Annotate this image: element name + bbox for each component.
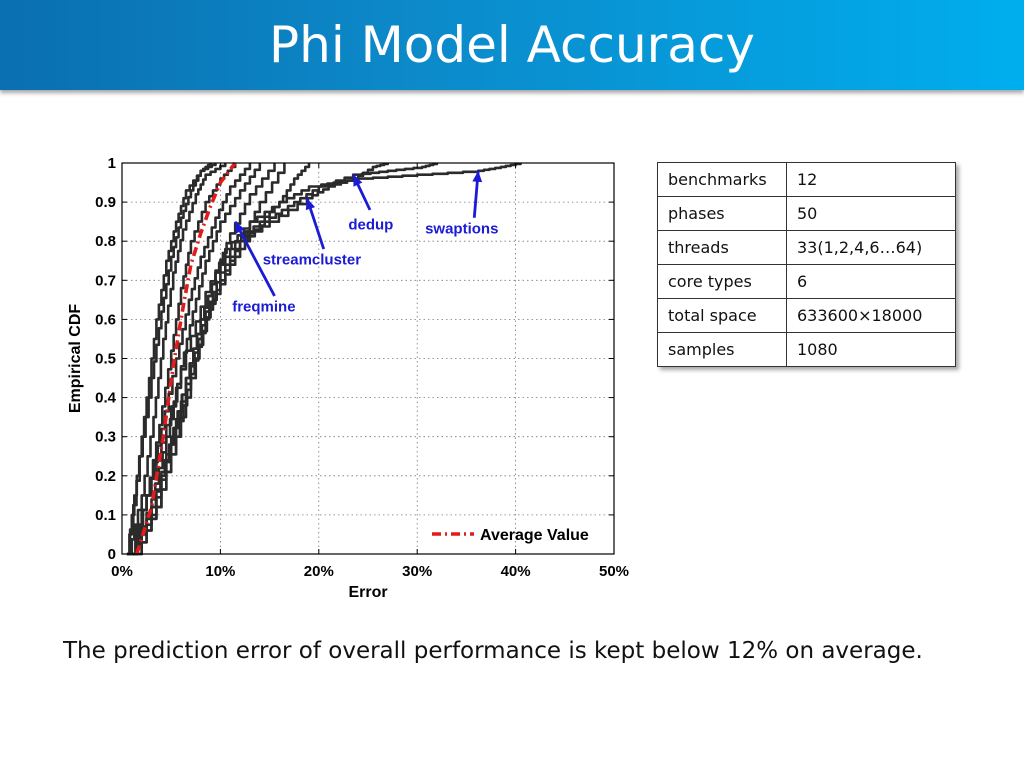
slide-title: Phi Model Accuracy <box>269 16 755 74</box>
y-tick-label: 1 <box>108 155 116 172</box>
table-row: phases 50 <box>657 196 956 231</box>
table-row: benchmarks 12 <box>657 162 956 197</box>
table-row: samples 1080 <box>657 332 956 367</box>
title-bar: Phi Model Accuracy <box>0 0 1024 90</box>
series-line <box>126 163 212 556</box>
cdf-chart: 0% 10% 20% 30% 40% 50% 0 0.1 0.2 0.3 0.4 0.5 0.6 0.7 0… <box>67 155 629 601</box>
x-tick-label: 10% <box>205 563 235 580</box>
table-cell-value: 633600×18000 <box>786 298 956 333</box>
annotation-arrowhead <box>305 198 316 211</box>
y-tick-label: 0.6 <box>95 311 116 328</box>
series-line <box>131 162 522 556</box>
axis-labels: Error Empirical CDF <box>67 304 388 601</box>
y-tick-label: 0.9 <box>95 194 116 211</box>
y-tick-label: 0.2 <box>95 468 116 485</box>
table-row: core types 6 <box>657 264 956 299</box>
table-cell-key: threads <box>657 230 787 265</box>
chart-ticks: 0% 10% 20% 30% 40% 50% 0 0.1 0.2 0.3 0.4 0.5 0.6 0.7 0… <box>95 155 629 580</box>
annotation-label: swaptions <box>425 220 498 237</box>
table-cell-value: 6 <box>786 264 956 299</box>
table-cell-key: total space <box>657 298 787 333</box>
annotation-arrowhead <box>353 174 363 187</box>
annotation-label: streamcluster <box>263 252 362 269</box>
y-tick-label: 0.8 <box>95 233 116 250</box>
x-tick-label: 50% <box>599 563 629 580</box>
average-value-line <box>135 161 237 555</box>
annotation-label: dedup <box>348 216 393 233</box>
info-table: benchmarks 12 phases 50 threads 33(1,2,4,6…… <box>657 162 956 367</box>
x-tick-label: 0% <box>111 563 133 580</box>
series-line <box>126 163 227 556</box>
x-tick-label: 30% <box>402 563 432 580</box>
table-cell-value: 1080 <box>786 332 956 367</box>
y-tick-label: 0.1 <box>95 507 116 524</box>
series-line <box>131 163 262 556</box>
table-row: threads 33(1,2,4,6…64) <box>657 230 956 265</box>
annotation-arrowhead <box>472 170 483 183</box>
y-tick-label: 0.4 <box>95 390 117 407</box>
table-cell-key: phases <box>657 196 787 231</box>
y-tick-label: 0.3 <box>95 429 116 446</box>
x-tick-label: 40% <box>501 563 531 580</box>
table-cell-key: core types <box>657 264 787 299</box>
annotation-arrowhead <box>235 221 245 234</box>
table-cell-key: samples <box>657 332 787 367</box>
annotation-arrow <box>233 220 276 297</box>
x-axis-label: Error <box>348 584 387 601</box>
table-cell-key: benchmarks <box>657 162 787 197</box>
x-tick-label: 20% <box>304 563 334 580</box>
table-row: total space 633600×18000 <box>657 298 956 333</box>
annotation-label: freqmine <box>232 299 295 316</box>
y-tick-label: 0.5 <box>95 351 116 368</box>
y-tick-label: 0.7 <box>95 272 116 289</box>
legend-label: Average Value <box>480 527 589 544</box>
chart-legend: Average Value <box>432 527 589 544</box>
y-tick-label: 0 <box>108 546 116 563</box>
table-cell-value: 50 <box>786 196 956 231</box>
table-cell-value: 33(1,2,4,6…64) <box>786 230 956 265</box>
series-line <box>136 162 439 556</box>
chart-series-group <box>126 161 522 556</box>
chart-annotations: dedup swaptions streamcluster freqmine <box>232 170 498 316</box>
slide-caption: The prediction error of overall performa… <box>63 638 923 664</box>
table-cell-value: 12 <box>786 162 956 197</box>
y-axis-label: Empirical CDF <box>67 304 84 414</box>
chart-grid <box>122 163 614 554</box>
